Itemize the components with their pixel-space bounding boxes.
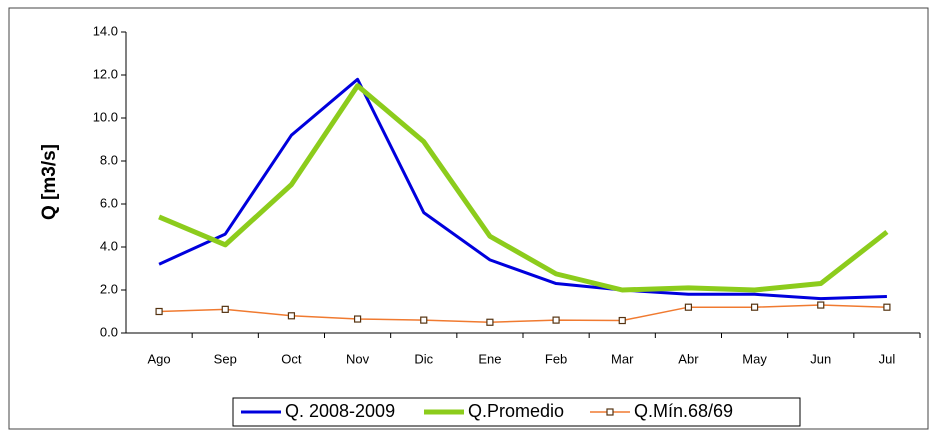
point-marker — [420, 316, 428, 324]
point-marker — [817, 301, 825, 309]
point-marker — [883, 303, 891, 311]
y-axis-label: Q [m3/s] — [39, 144, 60, 220]
x-tick-label: Sep — [214, 351, 237, 366]
point-marker — [552, 316, 560, 324]
y-tick-label: 10.0 — [93, 109, 118, 124]
point-marker — [486, 318, 494, 326]
x-tick-label: Dic — [414, 351, 433, 366]
y-tick-label: 0.0 — [100, 324, 118, 339]
y-tick-label: 4.0 — [100, 238, 118, 253]
x-tick-label: Feb — [545, 351, 567, 366]
y-tick-label: 12.0 — [93, 66, 118, 81]
x-tick-label: Nov — [346, 351, 370, 366]
point-marker — [287, 312, 296, 320]
legend-box — [232, 397, 801, 427]
series-line — [158, 83, 889, 293]
series-line — [159, 304, 887, 323]
legend-label: Q.Mín.68/69 — [634, 401, 733, 421]
point-marker — [221, 305, 229, 313]
y-tick-label: 2.0 — [100, 281, 118, 296]
x-tick-label: Jun — [810, 351, 831, 366]
point-marker — [353, 315, 362, 323]
point-marker — [750, 303, 759, 311]
x-tick-label: Mar — [611, 351, 634, 366]
x-tick-label: Oct — [281, 351, 302, 366]
x-tick-label: Ago — [148, 351, 171, 366]
y-tick-label: 6.0 — [100, 195, 118, 210]
point-marker — [618, 316, 626, 325]
point-marker — [684, 303, 693, 311]
y-tick-label: 8.0 — [100, 152, 118, 167]
x-tick-label: May — [742, 351, 767, 366]
series-line — [158, 77, 887, 301]
legend-label: Q. 2008-2009 — [285, 401, 395, 421]
legend-label: Q.Promedio — [468, 401, 564, 421]
point-marker — [155, 307, 163, 316]
x-tick-label: Jul — [879, 351, 896, 366]
y-tick-label: 14.0 — [93, 23, 118, 38]
legend-marker — [606, 408, 614, 416]
x-tick-label: Ene — [478, 351, 501, 366]
x-tick-label: Abr — [678, 351, 699, 366]
